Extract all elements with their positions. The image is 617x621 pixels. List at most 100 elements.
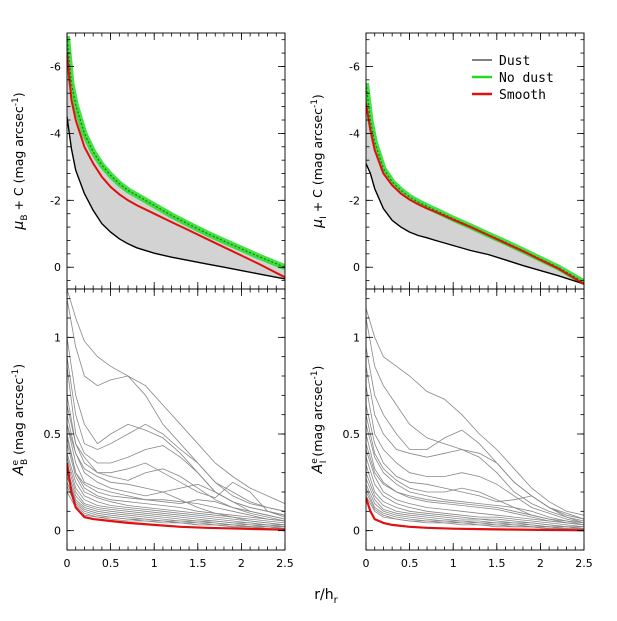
dust-curve: [67, 424, 285, 526]
x-tick-label: 2.5: [276, 557, 294, 570]
y-title-sub: I: [319, 216, 329, 219]
panel-top-left-mu-b: 0 -2 -4 -6 μB + C (mag arcsec-1): [11, 32, 286, 290]
y-tick-label: -2: [50, 194, 61, 207]
y-tick-label: 1: [353, 331, 360, 344]
dust-curve: [67, 404, 285, 522]
y-title-text: (mag arcsec: [310, 379, 325, 460]
y-axis-title: μB + C (mag arcsec-1): [11, 92, 30, 230]
x-tick-label: 1.5: [189, 557, 207, 570]
dust-curve: [67, 289, 285, 504]
dust-band: [67, 36, 285, 279]
y-title-sub: B: [20, 214, 30, 220]
legend-label-smooth: Smooth: [499, 88, 546, 103]
dust-curve: [366, 308, 584, 516]
dust-curve: [366, 495, 584, 532]
plot-frame: [66, 288, 286, 551]
series-line-smooth: [67, 53, 285, 279]
y-tick-label: 0: [54, 525, 61, 538]
series-line-smooth: [67, 462, 285, 531]
dust-curve: [366, 443, 584, 524]
y-title-end: ): [310, 94, 325, 99]
y-tick-label: 1: [54, 331, 61, 344]
x-tick-label: 0.5: [102, 557, 120, 570]
x-tick-label: 1.5: [488, 557, 506, 570]
y-tick-label: 0: [353, 525, 360, 538]
x-axis-title: r/hr: [314, 587, 338, 606]
dust-curve: [67, 366, 285, 516]
plot-area: [366, 82, 584, 285]
plot-area: [366, 308, 584, 532]
dust-curve: [67, 491, 285, 532]
y-tick-label: -4: [50, 127, 61, 140]
y-tick-label: -4: [349, 127, 360, 140]
y-title-sup: -1: [11, 369, 21, 378]
panel-bottom-right-ae-i: 0 0.5 1 0 0.5 1 1.5 2 2.5 AeI (mag arcsec-1): [310, 288, 593, 570]
y-tick-label: 0.5: [343, 428, 361, 441]
x-tick-label: 2.5: [575, 557, 593, 570]
y-title-end: ): [11, 364, 26, 369]
y-title-symbol: μ: [11, 221, 27, 231]
y-title-text: (mag arcsec: [11, 378, 26, 459]
x-tick-label: 2: [537, 557, 544, 570]
dust-curve: [366, 484, 584, 530]
panel-bottom-left-ae-b: 0 0.5 1 0 0.5 1 1.5 2 2.5 AeB (mag arcsec-1): [11, 288, 294, 570]
y-title-sup-e: e: [11, 460, 21, 466]
x-tick-label: 0: [363, 557, 370, 570]
x-tick-label: 1: [151, 557, 158, 570]
y-title-sup-e: e: [310, 458, 320, 464]
x-tick-label: 0: [64, 557, 71, 570]
dust-curve: [67, 437, 285, 522]
legend: Dust No dust Smooth: [472, 54, 554, 103]
dust-curve: [366, 449, 584, 526]
dust-curve: [67, 395, 285, 518]
y-title-symbol: μ: [310, 219, 326, 229]
series-line-dust: [67, 116, 285, 280]
legend-label-dust: Dust: [499, 54, 530, 69]
dust-curve: [67, 472, 285, 528]
dust-curve: [67, 468, 285, 528]
y-title-text: + C (mag arcsec: [310, 108, 325, 216]
legend-label-nodust: No dust: [499, 71, 554, 86]
series-line-dust: [366, 163, 584, 285]
dust-curve: [67, 453, 285, 526]
dust-curve: [366, 424, 584, 526]
x-axis-title-main: r/h: [314, 587, 333, 603]
y-title-sup: -1: [310, 371, 320, 380]
y-title-end: ): [310, 366, 325, 371]
y-tick-label: -6: [50, 60, 61, 73]
series-line-nodust-hatch: [67, 36, 285, 268]
plot-area: [67, 36, 285, 280]
y-tick-label: -2: [349, 194, 360, 207]
y-title-symbol: A: [310, 464, 326, 475]
dust-curve: [67, 443, 285, 524]
series-line-nodust-hatch: [366, 83, 584, 283]
y-tick-label: 0.5: [44, 428, 62, 441]
y-axis-title: AeB (mag arcsec-1): [11, 364, 30, 476]
y-title-sub: I: [319, 461, 329, 464]
plot-area: [67, 289, 285, 532]
series-line-smooth: [366, 497, 584, 532]
dust-curve: [67, 356, 285, 512]
panel-top-right-mu-i: 0 -2 -4 -6 μI + C (mag arcsec-1): [310, 32, 585, 290]
y-title-sup: -1: [310, 99, 320, 108]
dust-curve: [366, 366, 584, 522]
dust-curve: [67, 433, 285, 522]
x-tick-label: 1: [450, 557, 457, 570]
y-title-sup: -1: [11, 97, 21, 106]
y-title-text: + C (mag arcsec: [11, 106, 26, 214]
x-tick-label: 0.5: [401, 557, 419, 570]
dust-curve: [67, 298, 285, 512]
dust-curve: [67, 462, 285, 528]
y-title-sub: B: [20, 459, 30, 465]
dust-curve: [366, 404, 584, 524]
y-title-symbol: A: [11, 466, 27, 477]
dust-curve: [366, 472, 584, 530]
y-axis-title: μI + C (mag arcsec-1): [310, 94, 329, 229]
series-line-smooth: [366, 103, 584, 285]
y-tick-label: 0: [54, 261, 61, 274]
dust-curve: [366, 457, 584, 528]
plot-frame: [365, 288, 585, 551]
dust-band: [366, 83, 584, 284]
y-tick-label: 0: [353, 261, 360, 274]
